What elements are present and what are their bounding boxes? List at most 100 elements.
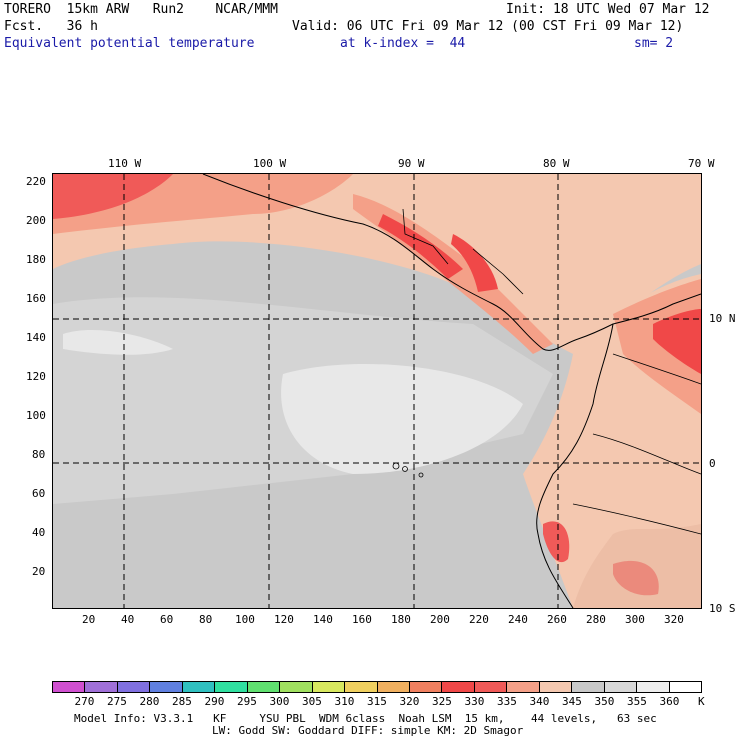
colorbar-swatch <box>442 682 475 692</box>
colorbar-swatch <box>345 682 378 692</box>
colorbar-swatch <box>215 682 248 692</box>
colorbar-label: 310 <box>334 695 355 708</box>
x-tick: 80 <box>199 613 213 626</box>
colorbar-swatch <box>507 682 540 692</box>
y-tick: 100 <box>26 409 46 422</box>
x-tick: 320 <box>664 613 684 626</box>
coastline-north <box>202 174 701 351</box>
colorbar-label: 350 <box>594 695 615 708</box>
whitish-region <box>281 364 523 474</box>
x-tick: 280 <box>586 613 606 626</box>
colorbar-swatch <box>247 682 281 692</box>
warm-fringe <box>573 524 701 608</box>
x-tick: 120 <box>274 613 294 626</box>
country-borders-south <box>572 353 701 535</box>
lon-label-90w: 90 W <box>398 157 425 170</box>
header-title: TORERO 15km ARW Run2 NCAR/MMM <box>4 2 278 17</box>
y-tick: 180 <box>26 253 46 266</box>
x-tick: 180 <box>391 613 411 626</box>
country-borders-central <box>402 208 524 295</box>
header-forecast-hour: Fcst. 36 h <box>4 19 98 34</box>
field-name: Equivalent potential temperature <box>4 36 255 51</box>
colorbar-label: 320 <box>399 695 420 708</box>
colorbar-label: 340 <box>529 695 550 708</box>
lat-label-10n: 10 N <box>709 312 736 325</box>
colorbar-swatch <box>117 682 151 692</box>
colorbar-swatch <box>312 682 346 692</box>
colorbar-swatch <box>150 682 183 692</box>
colorbar-label: 295 <box>237 695 257 708</box>
coastline-south-america-west <box>536 323 614 608</box>
colorbar-swatch <box>182 682 216 692</box>
red-patch-nw <box>53 174 173 219</box>
colorbar-label: 335 <box>497 695 517 708</box>
colorbar-swatch <box>572 682 605 692</box>
y-tick: 120 <box>26 370 46 383</box>
graticule <box>53 174 701 608</box>
colorbar-swatch <box>474 682 508 692</box>
colorbar <box>52 681 702 693</box>
map-plot-area <box>52 173 702 609</box>
colorbar-label: 355 <box>627 695 647 708</box>
colorbar-label: 275 <box>107 695 127 708</box>
colorbar-label: 325 <box>432 695 452 708</box>
peach-band <box>53 174 701 354</box>
colorbar-swatch <box>409 682 443 692</box>
y-tick: 60 <box>32 487 46 500</box>
colorbar-unit: K <box>698 695 705 708</box>
x-tick: 140 <box>313 613 333 626</box>
red-patch-venezuela <box>653 309 701 374</box>
colorbar-swatch <box>280 682 313 692</box>
y-tick: 140 <box>26 331 46 344</box>
header-init-time: Init: 18 UTC Wed 07 Mar 12 <box>506 2 710 17</box>
x-tick: 60 <box>160 613 174 626</box>
lat-label-10s: 10 S <box>709 602 736 615</box>
lon-label-110w: 110 W <box>108 157 142 170</box>
x-tick: 300 <box>625 613 645 626</box>
y-tick: 40 <box>32 526 46 539</box>
colorbar-label: 280 <box>139 695 160 708</box>
colorbar-label: 305 <box>302 695 322 708</box>
colorbar-label: 300 <box>269 695 290 708</box>
colorbar-swatch <box>377 682 410 692</box>
y-tick: 20 <box>32 565 46 578</box>
red-patch-honduras <box>451 234 498 292</box>
level-label: at k-index = 44 <box>340 36 466 51</box>
y-tick: 220 <box>26 175 46 188</box>
y-tick: 200 <box>26 214 46 227</box>
colorbar-label: 330 <box>464 695 485 708</box>
colorbar-label: 345 <box>562 695 582 708</box>
galapagos-island <box>402 466 408 472</box>
x-tick: 100 <box>235 613 255 626</box>
model-physics: LW: Godd SW: Goddard DIFF: simple KM: 2D… <box>212 724 524 737</box>
model-info: Model Info: V3.3.1 KF YSU PBL WDM 6class… <box>74 712 657 725</box>
y-tick: 160 <box>26 292 46 305</box>
colorbar-label: 270 <box>74 695 95 708</box>
x-tick: 20 <box>82 613 96 626</box>
x-tick: 200 <box>430 613 450 626</box>
salmon-colombia <box>613 279 701 414</box>
colorbar-swatch <box>604 682 638 692</box>
colorbar-label: 360 <box>659 695 680 708</box>
map-canvas <box>53 174 701 608</box>
x-tick: 260 <box>547 613 567 626</box>
smoothing-label: sm= 2 <box>634 36 674 51</box>
colorbar-swatch <box>85 682 118 692</box>
colorbar-label: 290 <box>204 695 225 708</box>
colorbar-label: 285 <box>172 695 192 708</box>
colorbar-swatch <box>669 682 702 692</box>
lat-label-eq: 0 <box>709 457 716 470</box>
colorbar-swatch <box>637 682 670 692</box>
x-tick: 40 <box>121 613 135 626</box>
y-tick: 80 <box>32 448 46 461</box>
galapagos-island <box>418 472 424 478</box>
x-tick: 220 <box>469 613 489 626</box>
red-patch-guatemala <box>378 214 463 279</box>
header-valid-time: Valid: 06 UTC Fri 09 Mar 12 (00 CST Fri … <box>292 19 684 34</box>
colorbar-swatch <box>53 682 86 692</box>
colorbar-swatch <box>539 682 573 692</box>
whitish-patch <box>63 329 173 355</box>
colorbar-label: 315 <box>367 695 387 708</box>
lon-label-80w: 80 W <box>543 157 570 170</box>
x-tick: 160 <box>352 613 372 626</box>
